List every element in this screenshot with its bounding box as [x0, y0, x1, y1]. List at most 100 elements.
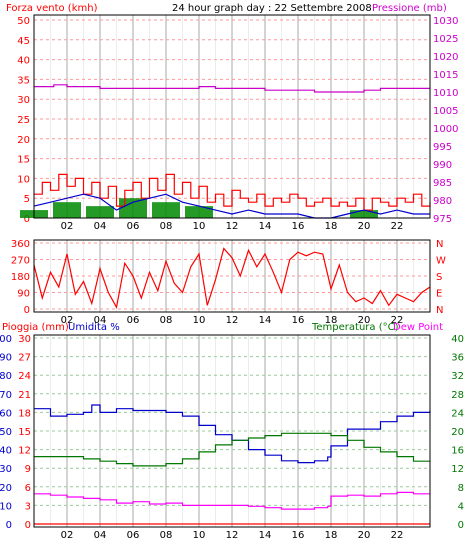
temperature-tick-label: 0 — [458, 520, 464, 531]
compass-tick-label: W — [436, 256, 446, 267]
x-tick-label: 14 — [259, 530, 272, 541]
humidity-tick-label: 40 — [0, 446, 12, 457]
wind-pressure-panel: 02 04 06 08 10 12 14 16 18 20 22051015202530354045… — [17, 14, 458, 232]
x-tick-label: 08 — [160, 315, 173, 326]
temperature-tick-label: 4 — [458, 501, 464, 512]
rain-tick-label: 24 — [18, 371, 31, 382]
avg-wind-bar — [185, 206, 213, 218]
y-left-tick-label: 270 — [11, 256, 30, 267]
temperature-tick-label: 20 — [451, 427, 464, 438]
humidity-tick-label: 50 — [0, 427, 12, 438]
rain-axis-title: Pioggia (mm) — [2, 322, 69, 333]
rain-tick-label: 0 — [25, 520, 31, 531]
x-tick-label: 12 — [226, 530, 239, 541]
dewpoint-axis-title: Dew Point — [393, 322, 443, 333]
compass-tick-label: E — [436, 289, 442, 300]
x-tick-label: 16 — [292, 315, 305, 326]
avg-wind-bar — [86, 206, 114, 218]
x-tick-label: 18 — [325, 315, 338, 326]
temperature-tick-label: 24 — [451, 408, 464, 419]
temperature-axis-title: Temperatura (°C) — [311, 322, 399, 333]
compass-tick-label: N — [436, 239, 443, 250]
y-left-tick-label: 10 — [17, 174, 30, 185]
humidity-tick-label: 20 — [0, 483, 12, 494]
plot-frame — [33, 14, 431, 219]
y-left-tick-label: 5 — [24, 194, 30, 205]
humidity-tick-label: 60 — [0, 408, 12, 419]
humidity-tick-label: 80 — [0, 371, 12, 382]
x-tick-label: 22 — [391, 315, 404, 326]
y-left-tick-label: 50 — [17, 16, 30, 27]
y-right-tick-label: 1000 — [433, 124, 458, 135]
temperature-tick-label: 16 — [451, 446, 464, 457]
x-tick-label: 14 — [259, 315, 272, 326]
x-tick-label: 02 — [61, 315, 74, 326]
rain-tick-label: 9 — [25, 464, 31, 475]
x-tick-label: 06 — [127, 315, 140, 326]
x-tick-label: 06 — [127, 221, 140, 232]
x-tick-label: 10 — [193, 530, 206, 541]
temperature-tick-label: 12 — [451, 464, 464, 475]
x-tick-label: 08 — [160, 221, 173, 232]
y-left-tick-label: 20 — [17, 135, 30, 146]
humidity-tick-label: 70 — [0, 390, 12, 401]
x-tick-label: 20 — [358, 315, 371, 326]
y-left-tick-label: 40 — [17, 56, 30, 67]
rain-tick-label: 18 — [18, 408, 31, 419]
temperature-line — [34, 432, 430, 467]
y-left-tick-label: 0 — [24, 305, 30, 316]
plot-frame — [33, 239, 431, 313]
avg-wind-bar — [350, 210, 378, 218]
x-tick-label: 12 — [226, 315, 239, 326]
temperature-tick-label: 28 — [451, 390, 464, 401]
x-tick-label: 04 — [94, 530, 107, 541]
x-tick-label: 22 — [391, 530, 404, 541]
y-left-tick-label: 180 — [11, 272, 30, 283]
x-tick-label: 06 — [127, 530, 140, 541]
pressure-axis-title: Pressione (mb) — [372, 3, 447, 14]
rain-tick-label: 21 — [18, 390, 31, 401]
x-tick-label: 16 — [292, 530, 305, 541]
compass-tick-label: N — [436, 305, 443, 316]
avg-wind-bar — [152, 202, 180, 218]
rain-tick-label: 30 — [18, 334, 31, 345]
temperature-humidity-panel: 02 04 06 08 10 12 14 16 18 20 220 0 010 3 420 6 830 9 1240… — [0, 334, 464, 541]
x-tick-label: 18 — [325, 530, 338, 541]
rain-tick-label: 15 — [18, 427, 31, 438]
pressure-line — [34, 84, 430, 93]
x-tick-label: 20 — [358, 221, 371, 232]
x-tick-label: 10 — [193, 315, 206, 326]
compass-tick-label: S — [436, 272, 442, 283]
y-right-tick-label: 995 — [433, 142, 452, 153]
temperature-tick-label: 36 — [451, 353, 464, 364]
x-tick-label: 16 — [292, 221, 305, 232]
y-right-tick-label: 1030 — [433, 16, 458, 27]
humidity-tick-label: 10 — [0, 501, 12, 512]
humidity-axis-title: Umidita % — [68, 322, 120, 333]
x-tick-label: 12 — [226, 221, 239, 232]
avg-wind-bar — [119, 198, 147, 218]
x-tick-label: 04 — [94, 221, 107, 232]
y-left-tick-label: 15 — [17, 155, 30, 166]
x-tick-label: 02 — [61, 221, 74, 232]
y-left-tick-label: 30 — [17, 95, 30, 106]
dewpoint-line — [34, 491, 430, 510]
y-right-tick-label: 1015 — [433, 70, 458, 81]
y-right-tick-label: 990 — [433, 160, 452, 171]
plot-frame — [33, 334, 431, 528]
rain-tick-label: 27 — [18, 353, 31, 364]
temperature-tick-label: 32 — [451, 371, 464, 382]
y-right-tick-label: 1010 — [433, 88, 458, 99]
x-tick-label: 08 — [160, 530, 173, 541]
y-right-tick-label: 1025 — [433, 34, 458, 45]
x-tick-label: 02 — [61, 530, 74, 541]
x-tick-label: 14 — [259, 221, 272, 232]
y-left-tick-label: 35 — [17, 75, 30, 86]
rain-tick-label: 3 — [25, 501, 31, 512]
humidity-tick-label: 0 — [6, 520, 12, 531]
y-right-tick-label: 1020 — [433, 52, 458, 63]
temperature-tick-label: 8 — [458, 483, 464, 494]
rain-tick-label: 6 — [25, 483, 31, 494]
